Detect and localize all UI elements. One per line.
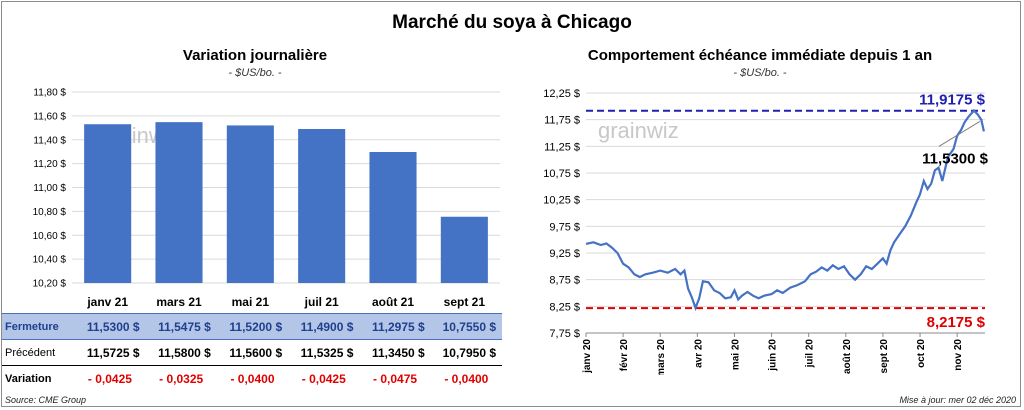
y-tick-label: 9,75 $ xyxy=(549,221,580,233)
table-row-fermeture: Fermeture 11,5300 $ 11,5475 $ 11,5200 $ … xyxy=(2,313,502,340)
bar xyxy=(155,122,203,284)
table-row-variation: Variation - 0,0425 - 0,0325 - 0,0400 - 0… xyxy=(2,365,502,392)
price-series-line xyxy=(585,108,985,312)
row-label: Variation xyxy=(2,365,75,392)
bar-chart-title: Variation journalière xyxy=(182,47,328,64)
x-tick-label: août 20 xyxy=(842,339,853,374)
high-value-label: 11,9175 $ xyxy=(919,92,986,109)
y-tick-label: 11,25 $ xyxy=(544,141,580,153)
table-cell: 11,5725 $ xyxy=(86,345,140,360)
y-tick-label: 9,25 $ xyxy=(549,248,580,260)
table-cell: 11,5325 $ xyxy=(300,345,354,360)
y-tick-label: 8,75 $ xyxy=(549,275,580,287)
y-tick-label: 10,60 $ xyxy=(33,231,67,242)
bar-chart: 10,20 $ 10,40 $ 10,60 $ 10,80 $ 11,00 $ 11,20… xyxy=(33,88,500,309)
bar xyxy=(298,129,346,283)
y-tick-label: 8,25 $ xyxy=(549,301,580,313)
x-tick-label: août 21 xyxy=(372,295,414,309)
table-cell: 11,5475 $ xyxy=(145,313,217,340)
low-value-label: 8,2175 $ xyxy=(927,314,986,331)
y-tick-label: 10,80 $ xyxy=(33,207,67,218)
table-cell: 11,4900 $ xyxy=(288,313,360,340)
x-tick-label: mai 21 xyxy=(232,295,270,309)
table-cell: 10,7550 $ xyxy=(430,313,502,340)
y-tick-label: 11,60 $ xyxy=(33,111,66,122)
table-cell: - 0,0425 xyxy=(74,365,146,392)
y-tick-label: 11,80 $ xyxy=(33,88,66,99)
table-cell: 11,3450 $ xyxy=(371,345,425,360)
table-cell: - 0,0400 xyxy=(430,365,502,392)
update-note: Mise à jour: mer 02 déc 2020 xyxy=(899,395,1016,405)
watermark: grainwiz xyxy=(598,118,679,143)
table-cell: 11,2975 $ xyxy=(359,313,431,340)
bar xyxy=(440,216,488,283)
table-cell: 10,7950 $ xyxy=(442,345,496,360)
line-chart: 7,75 $ 8,25 $ 8,75 $ 9,25 $ 9,75 $ 10,25 $ 10,… xyxy=(543,88,989,375)
x-tick-label: févr 20 xyxy=(619,339,630,372)
y-tick-label: 12,25 $ xyxy=(543,88,580,100)
x-tick-label: juin 20 xyxy=(768,339,779,372)
last-value-pointer xyxy=(938,120,981,147)
y-tick-label: 11,75 $ xyxy=(544,115,580,127)
table-cell: 11,5600 $ xyxy=(229,345,283,360)
table-cell: 11,5800 $ xyxy=(158,345,211,360)
x-tick-label: sept 21 xyxy=(444,295,486,309)
x-tick-label: janv 20 xyxy=(582,339,593,374)
bar-chart-unit: - $US/bo. - xyxy=(228,67,282,79)
y-tick-label: 11,40 $ xyxy=(33,135,66,146)
x-tick-label: mai 20 xyxy=(730,339,741,371)
y-tick-label: 10,75 $ xyxy=(543,168,580,180)
bar xyxy=(226,125,274,283)
line-chart-unit: - $US/bo. - xyxy=(733,67,787,79)
price-table: Fermeture 11,5300 $ 11,5475 $ 11,5200 $ … xyxy=(2,313,502,392)
x-tick-label: juil 21 xyxy=(304,295,339,309)
x-tick-label: juil 20 xyxy=(805,339,816,369)
last-value-label: 11,5300 $ xyxy=(922,150,989,167)
y-tick-label: 11,20 $ xyxy=(33,159,66,170)
x-tick-label: janv 21 xyxy=(86,295,128,309)
y-tick-label: 10,20 $ xyxy=(33,279,67,290)
bar xyxy=(84,124,132,283)
y-tick-label: 10,40 $ xyxy=(33,255,67,266)
source-note: Source: CME Group xyxy=(5,395,87,405)
row-label: Précédent xyxy=(5,346,56,359)
x-tick-label: nov 20 xyxy=(953,339,964,371)
x-tick-label: mars 21 xyxy=(156,295,202,309)
table-cell: - 0,0425 xyxy=(288,365,360,392)
x-tick-label: oct 20 xyxy=(916,339,927,368)
x-tick-label: mars 20 xyxy=(656,339,667,375)
table-cell: - 0,0400 xyxy=(216,365,289,392)
table-cell: 11,5200 $ xyxy=(216,313,289,340)
y-tick-label: 11,00 $ xyxy=(33,183,66,194)
table-cell: - 0,0325 xyxy=(145,365,217,392)
row-label: Fermeture xyxy=(2,313,75,340)
bar xyxy=(369,151,417,283)
y-tick-label: 10,25 $ xyxy=(543,195,580,207)
y-tick-label: 7,75 $ xyxy=(549,328,580,340)
line-chart-title: Comportement échéance immédiate depuis 1… xyxy=(587,47,933,64)
x-tick-label: sept 20 xyxy=(879,339,890,374)
table-cell: - 0,0475 xyxy=(359,365,431,392)
x-tick-label: avr 20 xyxy=(693,339,704,368)
table-row-precedent: Précédent 11,5725 $ 11,5800 $ 11,5600 $ … xyxy=(2,340,502,366)
main-title: Marché du soya à Chicago xyxy=(392,12,632,33)
table-cell: 11,5300 $ xyxy=(74,313,146,340)
